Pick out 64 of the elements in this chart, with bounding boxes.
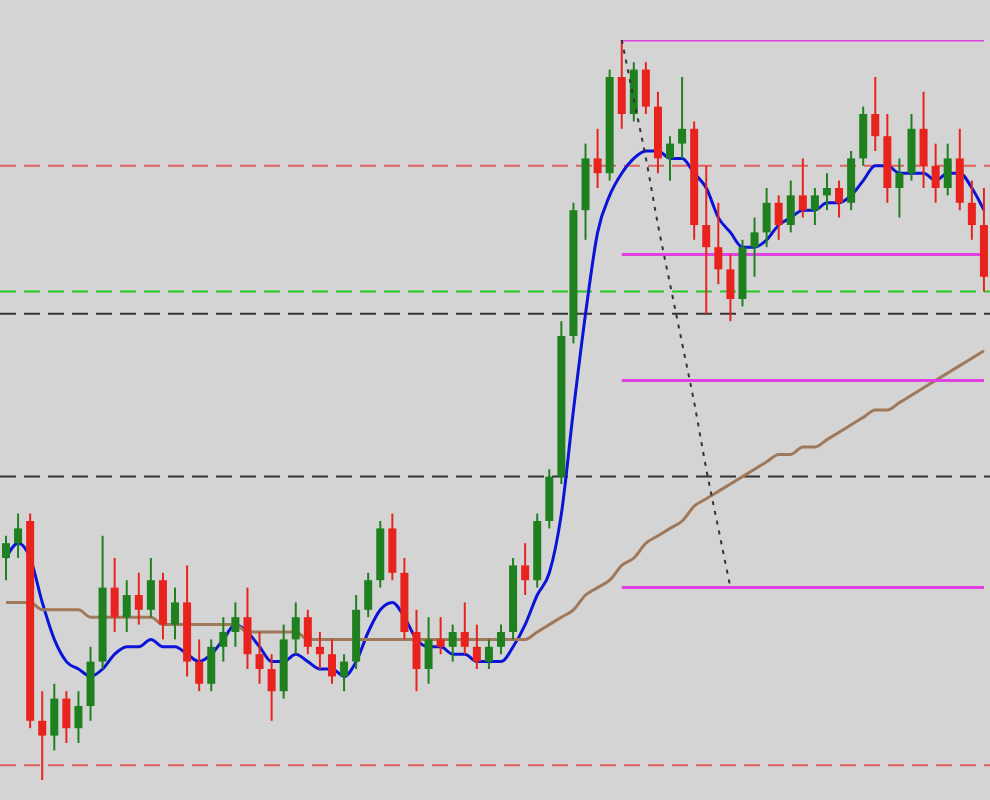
candlestick [146,557,155,619]
candlestick [762,187,771,249]
candlestick [340,653,349,693]
candlestick [750,216,759,278]
candlestick [50,682,59,752]
candlestick [774,194,783,241]
candlestick [231,601,240,648]
candlestick [641,61,650,115]
candlestick [255,631,264,685]
candlestick [38,690,47,780]
candlestick [798,157,807,219]
candlestick [412,608,421,693]
candlestick [74,690,83,744]
candlestick [62,690,71,744]
candlestick [110,557,119,633]
candlestick [484,638,493,670]
candlestick [364,571,373,619]
candlestick [521,542,530,596]
candlestick [436,616,445,656]
candlestick [243,586,252,670]
candlestick [158,571,167,641]
candlestick [545,468,554,530]
candlestick [460,601,469,656]
candlestick [497,623,505,656]
candlestick [267,653,276,722]
candlestick [835,179,844,219]
candlestick [931,142,940,204]
candlestick [810,187,819,226]
candlestick [919,90,928,189]
candlestick [291,601,300,656]
candlestick [86,645,95,722]
candlestick [388,512,397,582]
candlestick [122,579,131,633]
candlestick [871,76,880,152]
candlestick [315,631,324,670]
candlestick [907,113,916,182]
candlestick [859,105,868,167]
candlestick [714,201,723,286]
candlestick [726,253,735,323]
candlestick [448,623,457,663]
candlestick [472,623,481,670]
candlestick [171,586,180,641]
candlestick [895,157,904,219]
candlestick [207,638,216,693]
candlestick [593,127,602,189]
candlestick [424,616,433,685]
candlestick [303,608,312,656]
candlestick [14,512,23,559]
candlestick [617,40,626,130]
candlestick [822,172,831,212]
candlestick [134,571,143,626]
candlestick [786,179,795,234]
candlestick [955,127,964,212]
candlestick [629,61,638,123]
candlestick [702,164,711,315]
candlestick [967,179,976,241]
candlestick [327,638,336,685]
candlestick [195,638,204,693]
candlestick [943,142,952,197]
candlestick [666,135,675,182]
candlestick [2,534,10,582]
candlestick [219,616,228,663]
candlestick [847,150,856,212]
candlestick [678,76,687,160]
